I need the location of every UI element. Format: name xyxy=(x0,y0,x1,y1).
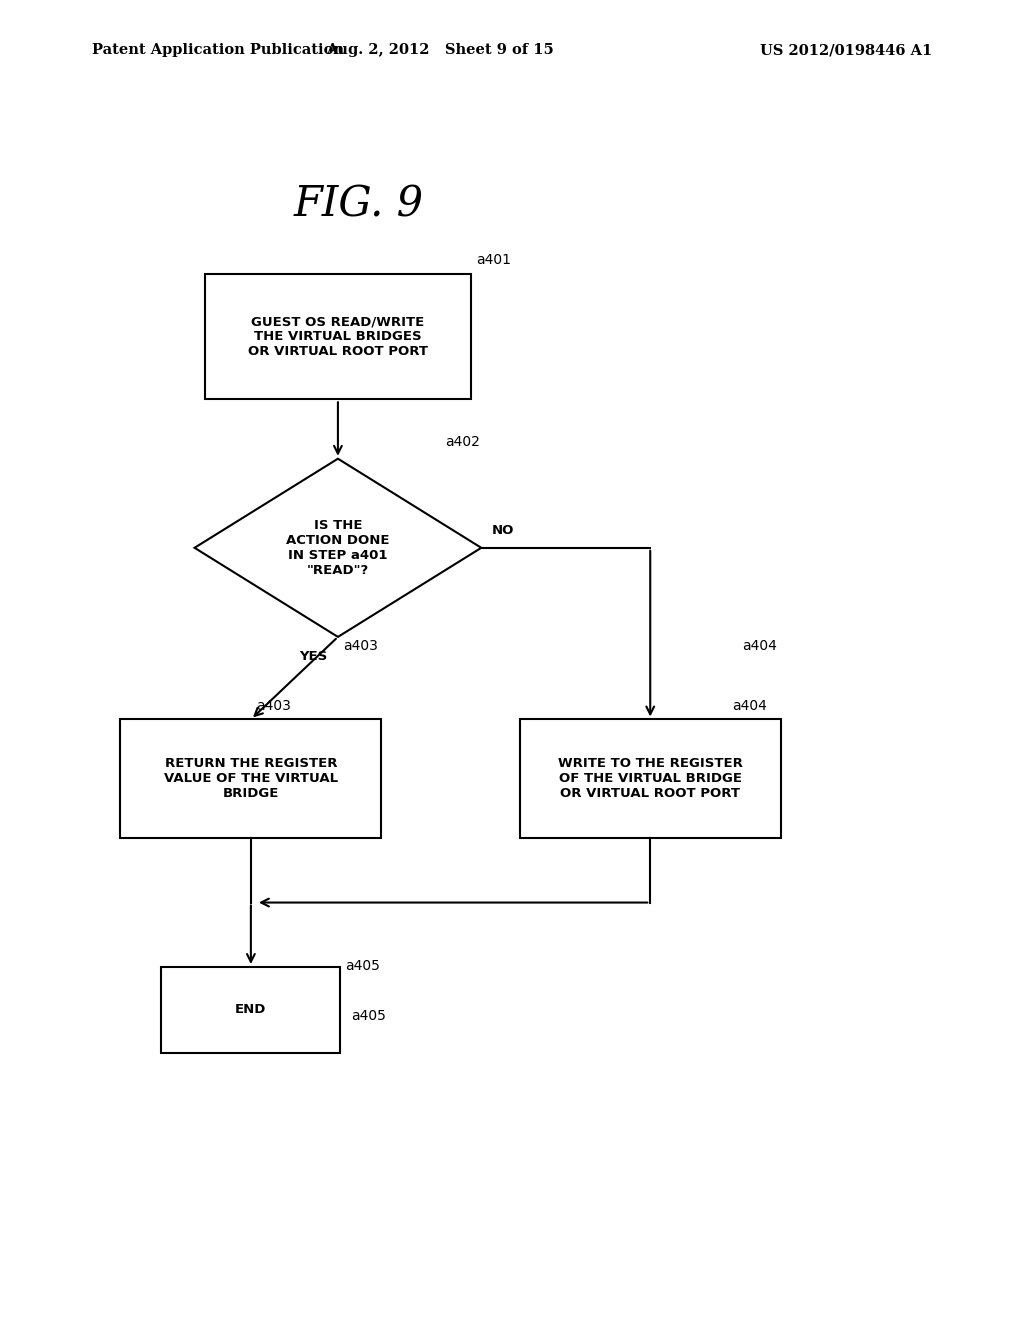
Text: IS THE
ACTION DONE
IN STEP a401
"READ"?: IS THE ACTION DONE IN STEP a401 "READ"? xyxy=(286,519,390,577)
Bar xyxy=(121,719,381,838)
Text: WRITE TO THE REGISTER
OF THE VIRTUAL BRIDGE
OR VIRTUAL ROOT PORT: WRITE TO THE REGISTER OF THE VIRTUAL BRI… xyxy=(558,758,742,800)
Text: a403: a403 xyxy=(256,698,291,713)
Text: a402: a402 xyxy=(445,434,480,449)
Text: a404: a404 xyxy=(732,698,767,713)
Bar xyxy=(205,275,471,399)
Text: a405: a405 xyxy=(345,960,380,974)
Text: RETURN THE REGISTER
VALUE OF THE VIRTUAL
BRIDGE: RETURN THE REGISTER VALUE OF THE VIRTUAL… xyxy=(164,758,338,800)
Polygon shape xyxy=(195,459,481,638)
Text: END: END xyxy=(236,1003,266,1016)
Text: Patent Application Publication: Patent Application Publication xyxy=(92,44,344,57)
Bar xyxy=(520,719,781,838)
Text: a405: a405 xyxy=(350,1010,386,1023)
Text: NO: NO xyxy=(492,524,514,537)
Text: US 2012/0198446 A1: US 2012/0198446 A1 xyxy=(760,44,932,57)
Text: GUEST OS READ/WRITE
THE VIRTUAL BRIDGES
OR VIRTUAL ROOT PORT: GUEST OS READ/WRITE THE VIRTUAL BRIDGES … xyxy=(248,315,428,358)
Text: YES: YES xyxy=(299,651,328,663)
Text: a404: a404 xyxy=(742,639,777,653)
Text: Aug. 2, 2012   Sheet 9 of 15: Aug. 2, 2012 Sheet 9 of 15 xyxy=(327,44,554,57)
Text: a403: a403 xyxy=(343,639,378,653)
Text: a401: a401 xyxy=(476,253,511,267)
Bar xyxy=(162,968,340,1053)
Text: FIG. 9: FIG. 9 xyxy=(293,183,424,226)
